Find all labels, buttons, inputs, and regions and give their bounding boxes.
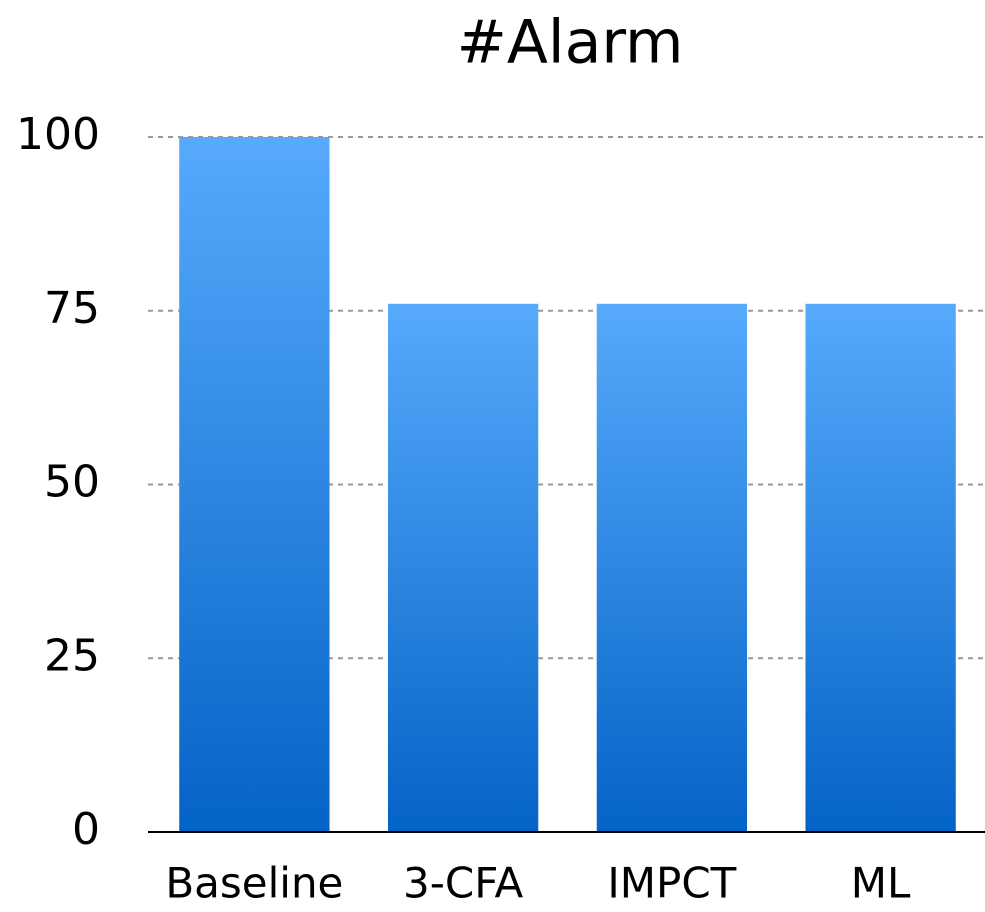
- y-tick-label: 25: [44, 630, 100, 681]
- y-tick-label: 75: [44, 283, 100, 334]
- chart-title: #Alarm: [457, 8, 684, 78]
- x-tick-label: Baseline: [165, 859, 343, 908]
- y-tick-label: 0: [72, 804, 100, 855]
- bar: [179, 137, 330, 832]
- bar: [596, 303, 748, 832]
- x-tick-label: IMPCT: [607, 859, 736, 908]
- x-tick-label: 3-CFA: [403, 859, 524, 908]
- y-tick-label: 100: [16, 109, 100, 160]
- x-tick-label: ML: [851, 859, 911, 908]
- bar: [805, 303, 956, 832]
- y-tick-label: 50: [44, 457, 100, 508]
- bar: [387, 303, 539, 832]
